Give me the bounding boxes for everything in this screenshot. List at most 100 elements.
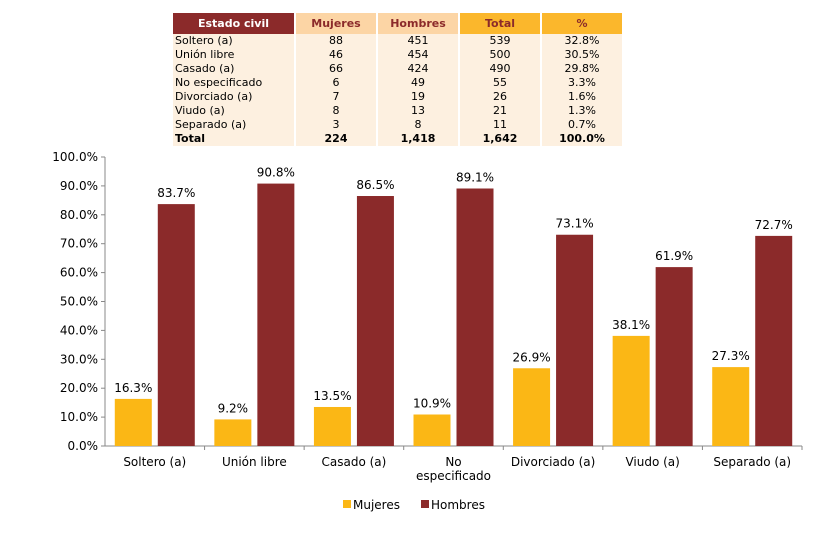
x-tick-label: Divorciado (a) <box>511 455 595 469</box>
data-label: 83.7% <box>157 186 195 200</box>
y-tick-label: 90.0% <box>60 179 98 193</box>
data-label: 13.5% <box>313 389 351 403</box>
table-cell: 454 <box>378 48 458 62</box>
bar-mujeres <box>612 335 650 446</box>
data-label: 73.1% <box>556 217 594 231</box>
table-cell: 6 <box>296 76 376 90</box>
table-cell: 55 <box>460 76 540 90</box>
table-cell: Total <box>173 132 294 146</box>
y-tick-label: 10.0% <box>60 410 98 424</box>
table-cell: 3 <box>296 118 376 132</box>
table-cell: 539 <box>460 34 540 48</box>
bar-mujeres <box>413 414 451 446</box>
y-tick-label: 40.0% <box>60 323 98 337</box>
y-tick-label: 50.0% <box>60 295 98 309</box>
table-cell: Soltero (a) <box>173 34 294 48</box>
y-tick-label: 70.0% <box>60 237 98 251</box>
data-label: 10.9% <box>413 396 451 410</box>
table-cell: 1.3% <box>542 104 622 118</box>
y-tick-label: 30.0% <box>60 352 98 366</box>
data-label: 27.3% <box>712 349 750 363</box>
table-cell: 100.0% <box>542 132 622 146</box>
table-cell: 88 <box>296 34 376 48</box>
bar-mujeres <box>313 406 351 446</box>
column-header: Hombres <box>378 13 458 34</box>
x-tick-label: Separado (a) <box>713 455 791 469</box>
data-table: Estado civil Mujeres Hombres Total% Soltero… <box>171 13 624 146</box>
table-cell: 8 <box>296 104 376 118</box>
table-cell: 500 <box>460 48 540 62</box>
table-row: Unión libre 46 454 500 30.5% <box>173 48 622 62</box>
table-cell: No especificado <box>173 76 294 90</box>
table-row: Viudo (a) 8 13 21 1.3% <box>173 104 622 118</box>
table-row: Soltero (a) 88 451 539 32.8% <box>173 34 622 48</box>
table-cell: 29.8% <box>542 62 622 76</box>
bar-hombres <box>556 234 594 446</box>
table-cell: 46 <box>296 48 376 62</box>
table-row: Casado (a) 66 424 490 29.8% <box>173 62 622 76</box>
bar-mujeres <box>712 367 750 446</box>
bar-mujeres <box>513 368 551 446</box>
legend-swatch-mujeres <box>343 500 351 508</box>
table-cell: 8 <box>378 118 458 132</box>
data-label: 38.1% <box>612 318 650 332</box>
data-label: 90.8% <box>257 166 295 180</box>
table-cell: 19 <box>378 90 458 104</box>
total-row: Total 224 1,418 1,642 100.0% <box>173 132 622 146</box>
bar-mujeres <box>214 419 252 446</box>
table-cell: 3.3% <box>542 76 622 90</box>
table-cell: 224 <box>296 132 376 146</box>
table-row: No especificado 6 49 55 3.3% <box>173 76 622 90</box>
x-tick-label: Casado (a) <box>322 455 387 469</box>
data-label: 72.7% <box>755 218 793 232</box>
table-cell: 21 <box>460 104 540 118</box>
table-cell: 11 <box>460 118 540 132</box>
table-cell: 26 <box>460 90 540 104</box>
data-label: 26.9% <box>513 350 551 364</box>
x-tick-label: especificado <box>416 469 491 483</box>
table-cell: Divorciado (a) <box>173 90 294 104</box>
x-tick-label: Soltero (a) <box>123 455 186 469</box>
column-header: Mujeres <box>296 13 376 34</box>
table-cell: 1,642 <box>460 132 540 146</box>
table-cell: 0.7% <box>542 118 622 132</box>
data-label: 61.9% <box>655 249 693 263</box>
x-tick-label: Viudo (a) <box>625 455 679 469</box>
data-label: 89.1% <box>456 171 494 185</box>
bar-hombres <box>655 267 693 446</box>
table-cell: 1.6% <box>542 90 622 104</box>
table-cell: 13 <box>378 104 458 118</box>
y-tick-label: 100.0% <box>52 150 98 164</box>
table-cell: 66 <box>296 62 376 76</box>
table-cell: 30.5% <box>542 48 622 62</box>
table-row: Divorciado (a) 7 19 26 1.6% <box>173 90 622 104</box>
table-cell: 1,418 <box>378 132 458 146</box>
data-label: 86.5% <box>356 178 394 192</box>
table-cell: 49 <box>378 76 458 90</box>
legend-label: Hombres <box>431 498 485 512</box>
table-cell: 451 <box>378 34 458 48</box>
y-tick-label: 80.0% <box>60 208 98 222</box>
table-cell: Unión libre <box>173 48 294 62</box>
bar-hombres <box>356 196 394 446</box>
data-label: 9.2% <box>218 401 249 415</box>
table-cell: 424 <box>378 62 458 76</box>
y-tick-label: 0.0% <box>68 439 99 453</box>
table-cell: 490 <box>460 62 540 76</box>
bar-mujeres <box>114 398 152 446</box>
legend-swatch-hombres <box>421 500 429 508</box>
legend-label: Mujeres <box>353 498 400 512</box>
table-cell: Separado (a) <box>173 118 294 132</box>
x-tick-label: Unión libre <box>222 455 287 469</box>
table-cell: 7 <box>296 90 376 104</box>
bar-hombres <box>157 204 195 446</box>
table-cell: Viudo (a) <box>173 104 294 118</box>
y-tick-label: 60.0% <box>60 266 98 280</box>
column-header: % <box>542 13 622 34</box>
table-cell: Casado (a) <box>173 62 294 76</box>
bar-hombres <box>456 188 494 446</box>
data-label: 16.3% <box>114 381 152 395</box>
y-tick-label: 20.0% <box>60 381 98 395</box>
table-row: Separado (a) 3 8 11 0.7% <box>173 118 622 132</box>
